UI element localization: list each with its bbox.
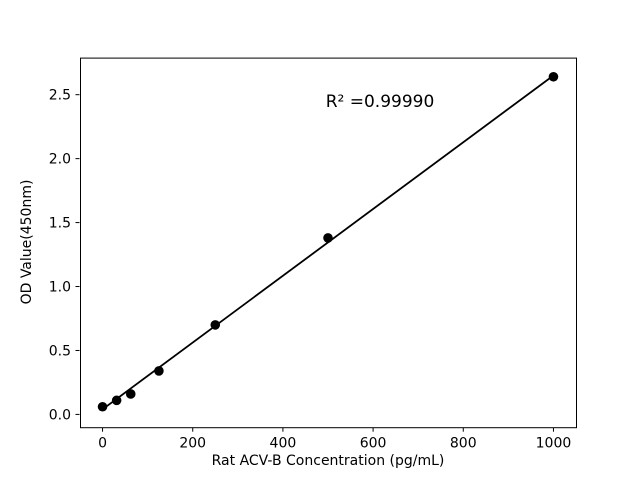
data-point [111,395,122,406]
y-tick-label: 2.0 [49,152,71,168]
data-point [548,71,559,82]
x-tick-label: 200 [179,436,206,452]
x-tick-label: 0 [98,436,107,452]
x-tick-label: 600 [360,436,387,452]
r-squared-annotation: R² =0.99990 [325,92,435,112]
y-tick-label: 1.0 [49,280,71,296]
y-tick-label: 0.0 [49,407,71,423]
x-tick-label: 400 [270,436,297,452]
data-point [210,320,221,330]
y-tick-label: 0.5 [49,343,71,359]
y-tick-label: 2.5 [49,88,71,104]
y-axis-label: OD Value(450nm) [19,179,35,305]
data-point [125,389,136,399]
plot-border [80,57,577,429]
x-tick-label: 800 [450,436,477,452]
x-axis-label: Rat ACV-B Concentration (pg/mL) [211,453,445,469]
x-tick-label: 1000 [536,436,572,452]
data-point [323,233,333,243]
y-tick-label: 1.5 [49,216,71,232]
data-point [97,401,108,412]
data-point [154,366,164,376]
